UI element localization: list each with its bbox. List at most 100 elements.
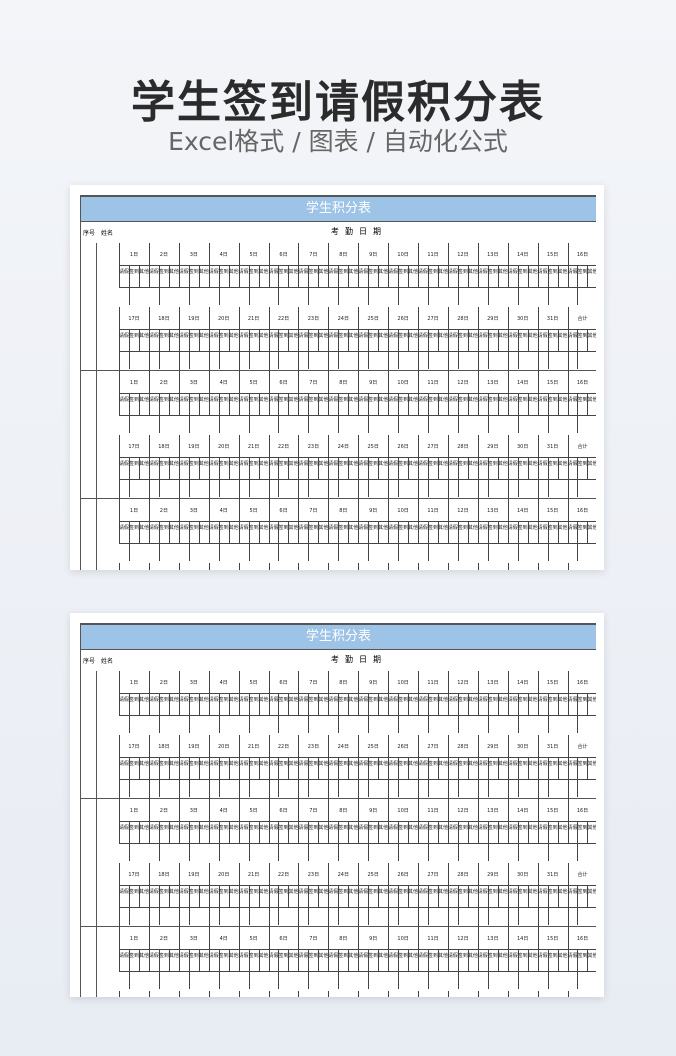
sub-header: 请假 [119, 889, 130, 895]
sub-header: 签到 [188, 953, 199, 959]
sub-header: 其他 [378, 697, 389, 703]
day-label: 22日 [277, 316, 290, 322]
day-label: 16日 [576, 808, 589, 814]
day-label: 4日 [219, 936, 228, 942]
sub-header: 其他 [527, 397, 538, 403]
sub-header: 请假 [358, 697, 369, 703]
day-label: 12日 [457, 808, 469, 814]
sub-header: 签到 [278, 397, 289, 403]
sub-header: 请假 [178, 525, 189, 531]
sub-header: 其他 [408, 761, 419, 767]
sub-header: 其他 [497, 397, 508, 403]
sub-header: 请假 [148, 889, 159, 895]
day-label: 24日 [337, 872, 349, 878]
day-label: 10日 [397, 680, 409, 686]
sub-header: 请假 [328, 889, 339, 895]
day-label: 25日 [367, 444, 379, 450]
day-label: 30日 [517, 872, 529, 878]
sub-header: 其他 [467, 461, 478, 467]
day-label: 22日 [277, 744, 290, 750]
day-label: 13日 [487, 252, 499, 258]
date-header: 考勤日期 [331, 227, 387, 236]
sub-header: 请假 [268, 269, 279, 275]
sub-header: 请假 [358, 269, 369, 275]
sub-header: 签到 [547, 889, 558, 895]
sub-header: 其他 [467, 697, 478, 703]
sub-header: 其他 [288, 825, 299, 831]
student-section: 1日 请假 签到 其他 2日 请假 签到 其他 3日 请假 签到 其他 4日 请假 签到 其他 5日 请假 签到 其他… [81, 799, 596, 927]
sub-header: 请假 [388, 697, 399, 703]
sub-header: 签到 [398, 825, 409, 831]
sub-header: 签到 [487, 461, 498, 467]
day-label: 18日 [158, 744, 170, 750]
sub-header: 其他 [527, 953, 538, 959]
day-label: 28日 [457, 872, 469, 878]
sub-header: 请假 [447, 397, 458, 403]
day-label: 17日 [128, 744, 140, 750]
day-label: 21日 [247, 744, 260, 750]
sub-header: 请假 [208, 269, 219, 275]
sub-header: 其他 [318, 825, 329, 831]
sub-header: 请假 [328, 397, 339, 403]
sub-header: 签到 [308, 461, 319, 467]
sub-header: 请假 [148, 333, 159, 339]
sub-header: 签到 [487, 889, 498, 895]
sub-header: 其他 [497, 825, 508, 831]
sub-header: 签到 [487, 269, 498, 275]
sub-header: 其他 [378, 953, 389, 959]
day-label: 26日 [397, 872, 409, 878]
seq-cell [81, 671, 97, 798]
day-label: 2日 [159, 936, 168, 942]
student-section: 1日 请假 签到 其他 2日 请假 签到 其他 3日 请假 签到 其他 4日 请假 签到 其他 5日 请假 签到 其他… [81, 927, 596, 997]
sub-header: 其他 [138, 397, 149, 403]
sub-header: 其他 [378, 461, 389, 467]
sub-header: 其他 [408, 697, 419, 703]
sub-header: 签到 [487, 697, 498, 703]
day-label: 6日 [279, 252, 288, 258]
sub-header: 请假 [178, 461, 189, 467]
sub-header: 其他 [408, 889, 419, 895]
sub-header: 其他 [437, 889, 448, 895]
sub-header: 签到 [457, 333, 468, 339]
sub-header: 其他 [467, 761, 478, 767]
sub-header: 签到 [368, 825, 379, 831]
day-label: 1日 [129, 252, 139, 258]
day-label: 28日 [457, 316, 469, 322]
sub-header: 其他 [318, 697, 329, 703]
sub-header: 请假 [447, 461, 458, 467]
student-section: 1日 请假 签到 其他 2日 请假 签到 其他 3日 请假 签到 其他 4日 请假 签到 其他 5日 请假 签到 其他… [81, 671, 596, 799]
day-label: 27日 [427, 444, 439, 450]
sub-header: 请假 [208, 761, 219, 767]
sub-header: 其他 [138, 761, 149, 767]
sub-header: 其他 [138, 525, 149, 531]
sub-header: 请假 [477, 461, 488, 467]
day-label: 17日 [128, 444, 140, 450]
sub-header: 签到 [158, 825, 169, 831]
sub-header: 请假 [208, 525, 219, 531]
sub-header: 签到 [368, 697, 379, 703]
day-label: 20日 [218, 444, 230, 450]
sub-header: 请假 [388, 953, 399, 959]
sub-header: 请假 [238, 953, 249, 959]
sub-header: 请假 [148, 269, 159, 275]
sub-header: 签到 [248, 525, 259, 531]
sub-header: 签到 [248, 333, 259, 339]
sub-header: 其他 [557, 889, 568, 895]
day-label: 3日 [189, 680, 198, 686]
attendance-sheet: 学生积分表 序号 姓名 考勤日期 1日 请假 签到 其他 2日 请假 签到 其他 3日 请假 签到 其他 4日请… [80, 195, 596, 570]
sub-header: 请假 [238, 333, 249, 339]
sub-header: 其他 [348, 697, 359, 703]
sub-header: 请假 [477, 525, 488, 531]
day-label: 合计 [577, 872, 588, 878]
sub-header: 其他 [437, 397, 448, 403]
sub-header: 请假 [388, 461, 399, 467]
sub-header: 签到 [308, 525, 319, 531]
sub-header: 签到 [158, 397, 169, 403]
sub-header: 其他 [168, 397, 179, 403]
sub-header: 请假 [388, 761, 399, 767]
sub-header: 其他 [258, 825, 269, 831]
sub-header: 签到 [128, 461, 139, 467]
sub-header: 请假 [298, 269, 309, 275]
sub-header: 签到 [188, 889, 199, 895]
